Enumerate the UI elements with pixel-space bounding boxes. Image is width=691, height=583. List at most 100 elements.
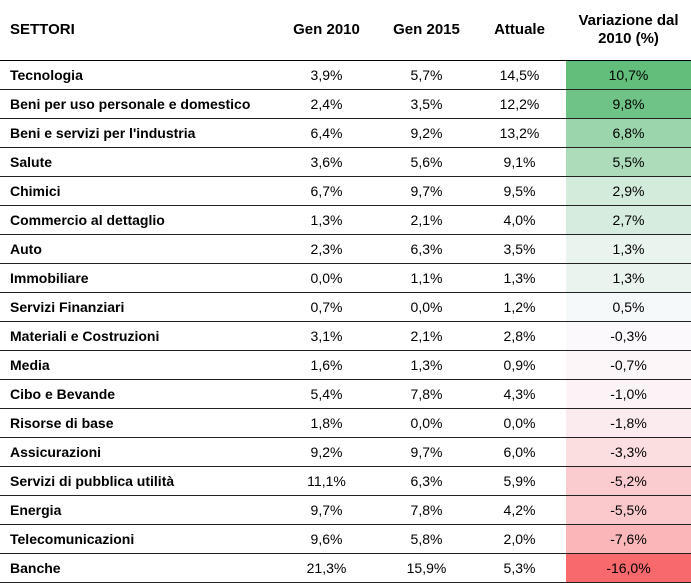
gen-2015-cell: 7,8%: [380, 495, 473, 525]
attuale-cell: 0,0%: [473, 408, 566, 438]
variazione-cell: 5,5%: [566, 147, 691, 177]
sector-cell: Beni e servizi per l'industria: [0, 118, 273, 148]
sector-cell: Cibo e Bevande: [0, 379, 273, 409]
sector-cell: Media: [0, 350, 273, 380]
table-row: Energia 9,7% 7,8% 4,2% -5,5%: [0, 495, 691, 525]
header-settori: SETTORI: [0, 0, 273, 61]
gen-2015-cell: 0,0%: [380, 408, 473, 438]
gen-2010-cell: 3,1%: [273, 321, 380, 351]
variazione-cell: 2,7%: [566, 205, 691, 235]
gen-2010-cell: 1,3%: [273, 205, 380, 235]
gen-2010-cell: 1,8%: [273, 408, 380, 438]
attuale-cell: 5,9%: [473, 466, 566, 496]
gen-2010-cell: 1,6%: [273, 350, 380, 380]
sector-cell: Telecomunicazioni: [0, 524, 273, 554]
sector-cell: Commercio al dettaglio: [0, 205, 273, 235]
table-row: Telecomunicazioni 9,6% 5,8% 2,0% -7,6%: [0, 524, 691, 554]
attuale-cell: 6,0%: [473, 437, 566, 467]
header-gen-2015: Gen 2015: [380, 0, 473, 61]
attuale-cell: 4,2%: [473, 495, 566, 525]
table-row: Media 1,6% 1,3% 0,9% -0,7%: [0, 350, 691, 380]
variazione-cell: -0,7%: [566, 350, 691, 380]
header-attuale: Attuale: [473, 0, 566, 61]
table-row: Risorse di base 1,8% 0,0% 0,0% -1,8%: [0, 408, 691, 438]
variazione-cell: -16,0%: [566, 553, 691, 583]
table-row: Commercio al dettaglio 1,3% 2,1% 4,0% 2,7%: [0, 205, 691, 235]
attuale-cell: 1,2%: [473, 292, 566, 322]
attuale-cell: 9,5%: [473, 176, 566, 206]
gen-2015-cell: 9,7%: [380, 176, 473, 206]
gen-2015-cell: 1,1%: [380, 263, 473, 293]
variazione-cell: 0,5%: [566, 292, 691, 322]
gen-2010-cell: 6,4%: [273, 118, 380, 148]
table-body: Tecnologia 3,9% 5,7% 14,5% 10,7% Beni per uso…: [0, 60, 691, 583]
variazione-cell: 10,7%: [566, 60, 691, 90]
table-row: Banche 21,3% 15,9% 5,3% -16,0%: [0, 553, 691, 583]
table-row: Servizi Finanziari 0,7% 0,0% 1,2% 0,5%: [0, 292, 691, 322]
table-row: Servizi di pubblica utilità 11,1% 6,3% 5,9%…: [0, 466, 691, 496]
variazione-cell: -1,0%: [566, 379, 691, 409]
gen-2010-cell: 11,1%: [273, 466, 380, 496]
table-header: SETTORI Gen 2010 Gen 2015 Attuale Variaz…: [0, 0, 691, 61]
variazione-cell: -3,3%: [566, 437, 691, 467]
gen-2015-cell: 5,8%: [380, 524, 473, 554]
table-row: Cibo e Bevande 5,4% 7,8% 4,3% -1,0%: [0, 379, 691, 409]
attuale-cell: 9,1%: [473, 147, 566, 177]
sector-cell: Tecnologia: [0, 60, 273, 90]
gen-2010-cell: 2,4%: [273, 89, 380, 119]
variazione-cell: 9,8%: [566, 89, 691, 119]
attuale-cell: 5,3%: [473, 553, 566, 583]
attuale-cell: 3,5%: [473, 234, 566, 264]
gen-2015-cell: 5,7%: [380, 60, 473, 90]
variazione-cell: 6,8%: [566, 118, 691, 148]
variazione-cell: -7,6%: [566, 524, 691, 554]
sector-cell: Servizi di pubblica utilità: [0, 466, 273, 496]
gen-2015-cell: 9,7%: [380, 437, 473, 467]
gen-2010-cell: 9,2%: [273, 437, 380, 467]
attuale-cell: 12,2%: [473, 89, 566, 119]
gen-2010-cell: 3,6%: [273, 147, 380, 177]
sector-cell: Energia: [0, 495, 273, 525]
table-row: Beni e servizi per l'industria 6,4% 9,2% 13…: [0, 118, 691, 148]
table-row: Beni per uso personale e domestico 2,4% 3,…: [0, 89, 691, 119]
attuale-cell: 2,8%: [473, 321, 566, 351]
gen-2015-cell: 6,3%: [380, 234, 473, 264]
variazione-cell: 1,3%: [566, 263, 691, 293]
gen-2015-cell: 1,3%: [380, 350, 473, 380]
header-row: SETTORI Gen 2010 Gen 2015 Attuale Variaz…: [0, 0, 691, 61]
sector-cell: Servizi Finanziari: [0, 292, 273, 322]
variazione-cell: 2,9%: [566, 176, 691, 206]
attuale-cell: 4,3%: [473, 379, 566, 409]
table-row: Materiali e Costruzioni 3,1% 2,1% 2,8% -0,3%: [0, 321, 691, 351]
header-variazione: Variazione dal 2010 (%): [566, 0, 691, 61]
attuale-cell: 4,0%: [473, 205, 566, 235]
gen-2010-cell: 9,7%: [273, 495, 380, 525]
gen-2015-cell: 5,6%: [380, 147, 473, 177]
table-row: Auto 2,3% 6,3% 3,5% 1,3%: [0, 234, 691, 264]
attuale-cell: 14,5%: [473, 60, 566, 90]
sector-cell: Beni per uso personale e domestico: [0, 89, 273, 119]
table-row: Immobiliare 0,0% 1,1% 1,3% 1,3%: [0, 263, 691, 293]
header-gen-2010: Gen 2010: [273, 0, 380, 61]
table-row: Assicurazioni 9,2% 9,7% 6,0% -3,3%: [0, 437, 691, 467]
gen-2015-cell: 6,3%: [380, 466, 473, 496]
variazione-cell: 1,3%: [566, 234, 691, 264]
sector-cell: Chimici: [0, 176, 273, 206]
gen-2010-cell: 0,7%: [273, 292, 380, 322]
sector-cell: Risorse di base: [0, 408, 273, 438]
attuale-cell: 2,0%: [473, 524, 566, 554]
table-row: Salute 3,6% 5,6% 9,1% 5,5%: [0, 147, 691, 177]
gen-2015-cell: 15,9%: [380, 553, 473, 583]
gen-2015-cell: 7,8%: [380, 379, 473, 409]
sector-cell: Auto: [0, 234, 273, 264]
gen-2015-cell: 9,2%: [380, 118, 473, 148]
sector-cell: Banche: [0, 553, 273, 583]
variazione-cell: -0,3%: [566, 321, 691, 351]
table-row: Chimici 6,7% 9,7% 9,5% 2,9%: [0, 176, 691, 206]
table-row: Tecnologia 3,9% 5,7% 14,5% 10,7%: [0, 60, 691, 90]
gen-2010-cell: 0,0%: [273, 263, 380, 293]
gen-2010-cell: 5,4%: [273, 379, 380, 409]
variazione-cell: -5,5%: [566, 495, 691, 525]
